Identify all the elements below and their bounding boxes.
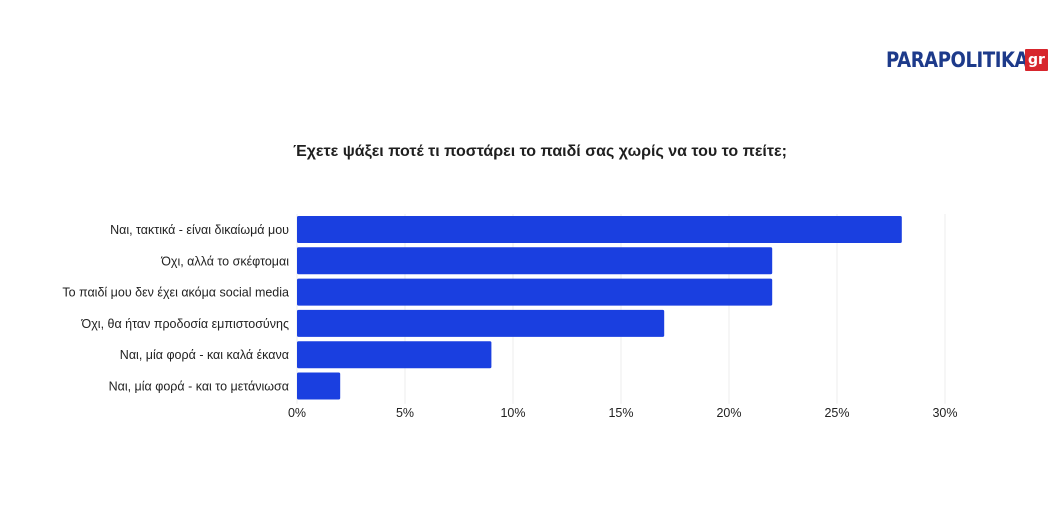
x-tick-label: 30% xyxy=(932,406,957,420)
category-label: Ναι, τακτικά - είναι δικαίωμά μου xyxy=(110,223,289,237)
grid-layer xyxy=(296,214,946,404)
brand-logo: PARAPOLITIKA gr xyxy=(886,46,1051,74)
category-label: Ναι, μία φορά - και καλά έκανα xyxy=(120,348,289,362)
chart-title: Έχετε ψάξει ποτέ τι ποστάρει το παιδί σα… xyxy=(293,143,787,160)
x-axis-ticks: 0% 5% 10% 15% 20% 25% 30% xyxy=(288,406,958,420)
category-label: Το παιδί μου δεν έχει ακόμα social media xyxy=(62,286,289,300)
x-tick-label: 10% xyxy=(500,406,525,420)
x-tick-label: 0% xyxy=(288,406,306,420)
category-label: Όχι, αλλά το σκέφτομαι xyxy=(160,254,289,268)
x-tick-label: 20% xyxy=(716,406,741,420)
bar xyxy=(297,309,665,337)
x-tick-label: 25% xyxy=(824,406,849,420)
brand-suffix: gr xyxy=(1025,49,1048,71)
category-labels: Ναι, τακτικά - είναι δικαίωμά μου Όχι, αλ… xyxy=(62,223,289,394)
x-tick-label: 5% xyxy=(396,406,414,420)
bar xyxy=(297,341,492,369)
x-tick-label: 15% xyxy=(608,406,633,420)
bar xyxy=(297,216,902,243)
bar xyxy=(297,372,341,400)
brand-name: PARAPOLITIKA xyxy=(886,48,1029,72)
category-label: Ναι, μία φορά - και το μετάνιωσα xyxy=(109,380,289,394)
bar-layer xyxy=(297,216,902,400)
category-label: Όχι, θα ήταν προδοσία εμπιστοσύνης xyxy=(81,317,289,331)
bar xyxy=(297,278,773,306)
bar xyxy=(297,247,773,275)
